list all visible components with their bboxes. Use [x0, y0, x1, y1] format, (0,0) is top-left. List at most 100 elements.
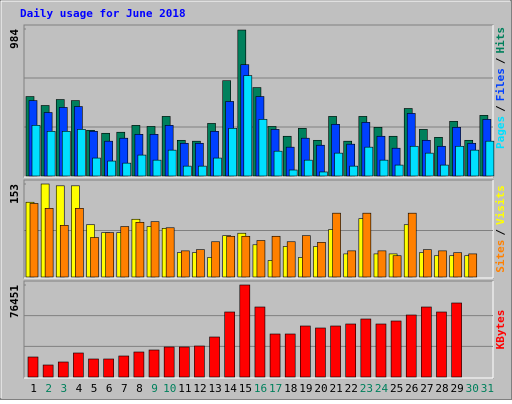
- bar: [273, 150, 283, 177]
- bar: [360, 318, 372, 378]
- bar: [75, 208, 84, 278]
- bar: [271, 235, 281, 278]
- bar: [392, 255, 402, 278]
- bar: [423, 249, 432, 278]
- bar: [42, 364, 54, 378]
- bar: [407, 212, 417, 278]
- legend: Pages / Files / Hits: [494, 27, 507, 149]
- x-tick-label: 28: [435, 382, 448, 395]
- x-tick-label: 23: [360, 382, 373, 395]
- x-tick-label: 15: [239, 382, 252, 395]
- bar: [364, 146, 374, 177]
- legend-entry: Sites: [494, 240, 507, 273]
- x-tick-label: 8: [136, 382, 143, 395]
- bar: [239, 284, 251, 378]
- bar: [105, 232, 114, 278]
- bar: [421, 306, 432, 378]
- bar: [316, 144, 325, 177]
- legend: Sites / Visits: [494, 185, 507, 273]
- x-tick-label: 1: [30, 382, 37, 395]
- x-tick-label: 16: [254, 382, 267, 395]
- bar: [453, 252, 462, 278]
- bar: [77, 129, 86, 177]
- bar: [118, 355, 130, 378]
- x-tick-label: 18: [284, 382, 297, 395]
- bar: [27, 356, 39, 378]
- bar: [228, 128, 237, 177]
- bar: [120, 226, 130, 278]
- bar: [165, 227, 175, 278]
- bar: [29, 203, 39, 278]
- bar: [198, 165, 207, 177]
- x-tick-label: 10: [163, 382, 176, 395]
- bar: [31, 125, 41, 177]
- y-tick-label: 153: [8, 184, 21, 204]
- bar: [286, 241, 296, 278]
- bar: [379, 159, 389, 177]
- bar: [347, 250, 357, 278]
- bar: [46, 131, 56, 177]
- bar: [470, 149, 480, 177]
- x-tick-label: 20: [314, 382, 327, 395]
- bar: [135, 221, 145, 278]
- bar: [152, 159, 162, 177]
- legend: KBytes: [494, 310, 507, 350]
- bar: [213, 157, 222, 177]
- x-tick-label: 9: [151, 382, 158, 395]
- bar: [304, 159, 313, 177]
- x-tick-label: 4: [76, 382, 83, 395]
- x-tick-label: 13: [208, 382, 221, 395]
- bar: [88, 358, 99, 378]
- bar: [209, 336, 220, 378]
- x-tick-label: 25: [390, 382, 403, 395]
- bar: [180, 250, 190, 278]
- x-tick-label: 30: [466, 382, 479, 395]
- legend-entry: KBytes: [494, 310, 507, 350]
- bar: [211, 241, 220, 278]
- bar: [284, 333, 296, 378]
- x-tick-label: 14: [224, 382, 238, 395]
- bar: [394, 164, 404, 177]
- bar: [44, 208, 54, 278]
- x-tick-label: 24: [375, 382, 389, 395]
- bar: [300, 325, 311, 378]
- bar: [330, 325, 341, 378]
- bar: [178, 346, 190, 378]
- x-tick-label: 17: [269, 382, 282, 395]
- bar: [92, 157, 101, 177]
- bar: [194, 345, 205, 378]
- bar: [375, 323, 387, 378]
- x-tick-label: 22: [345, 382, 358, 395]
- bar: [468, 253, 478, 278]
- bar: [137, 154, 147, 177]
- bar: [224, 311, 235, 378]
- x-tick-label: 5: [91, 382, 98, 395]
- bar: [451, 302, 462, 378]
- bar: [436, 311, 447, 378]
- bar: [349, 165, 359, 177]
- x-tick-label: 3: [61, 382, 68, 395]
- bar: [90, 237, 99, 278]
- x-tick-label: 11: [178, 382, 191, 395]
- bar: [485, 140, 495, 177]
- bar: [405, 314, 417, 378]
- bar: [133, 351, 145, 378]
- bar: [241, 235, 251, 278]
- bar: [107, 160, 116, 177]
- bar: [315, 327, 326, 378]
- bar: [148, 349, 160, 378]
- bar: [226, 235, 235, 278]
- legend-entry: Files: [494, 68, 507, 101]
- bar: [167, 149, 177, 177]
- bar: [163, 346, 175, 378]
- bar: [455, 145, 464, 177]
- x-tick-label: 29: [451, 382, 464, 395]
- bar: [409, 145, 419, 177]
- legend-entry: Hits: [494, 27, 507, 54]
- bar: [150, 221, 160, 278]
- bar: [438, 250, 447, 278]
- legend-entry: Pages: [494, 116, 507, 149]
- bar: [334, 152, 343, 177]
